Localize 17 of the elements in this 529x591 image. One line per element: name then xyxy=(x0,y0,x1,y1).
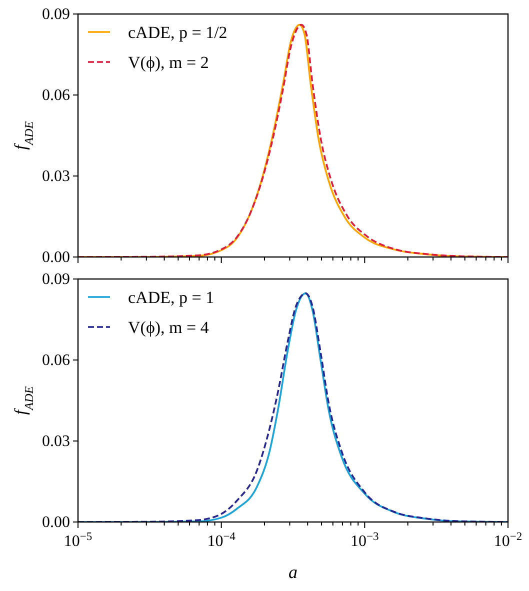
legend-label: cADE, p = 1/2 xyxy=(128,23,228,42)
legend-label: V(ϕ), m = 2 xyxy=(128,53,209,72)
y-tick-label: 0.03 xyxy=(42,433,70,450)
y-tick-label: 0.03 xyxy=(42,168,70,185)
x-tick-label: 10$^{−2}$ xyxy=(494,531,522,550)
x-axis-title: a xyxy=(288,562,298,582)
x-tick-label: 10$^{−5}$ xyxy=(64,531,92,550)
x-tick-label: 10$^{−4}$ xyxy=(207,531,236,550)
y-tick-label: 0.06 xyxy=(42,352,70,369)
y-tick-label: 0.00 xyxy=(42,249,70,266)
y-tick-label: 0.06 xyxy=(42,87,70,104)
x-tick-label: 10$^{−3}$ xyxy=(350,531,380,550)
y-tick-label: 0.00 xyxy=(42,514,70,531)
legend-label: V(ϕ), m = 4 xyxy=(128,318,210,337)
y-tick-label: 0.09 xyxy=(42,271,70,288)
legend-label: cADE, p = 1 xyxy=(128,288,214,307)
y-tick-label: 0.09 xyxy=(42,6,70,23)
